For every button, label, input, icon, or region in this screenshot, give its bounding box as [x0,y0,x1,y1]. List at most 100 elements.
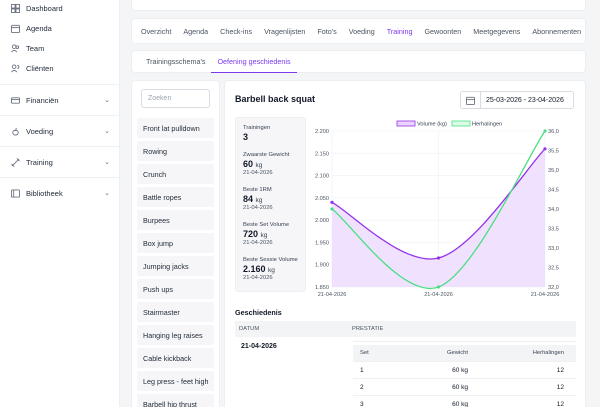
tab-agenda[interactable]: Agenda [183,26,209,36]
sidebar-group-voeding[interactable]: Voeding ⌄ [10,124,110,138]
exercise-list-item[interactable]: Rowing [137,141,214,161]
exercise-list-item[interactable]: Burpees [137,210,214,230]
set-number: 1 [360,367,364,374]
stat-label: Beste 1RM [243,187,272,193]
y-tick-left: 1.900 [315,263,329,269]
stat-number: 720 [243,229,259,239]
set-col-gewicht: Gewicht [447,350,468,356]
sidebar-item-label: Training [26,157,53,167]
exercise-list-item[interactable]: Box jump [137,233,214,253]
legend-label: Volume (kg) [417,122,447,128]
chevron-down-icon: ⌄ [104,159,110,166]
stat-date: 21-04-2026 [243,205,273,211]
tab-abonnementen[interactable]: Abonnementen [532,26,582,36]
sidebar-item-label: Agenda [26,23,52,33]
x-tick: 21-04-2026 [318,292,347,298]
exercise-list-item[interactable]: Leg press - feet high [137,371,214,391]
y-tick-right: 32,5 [548,266,559,272]
exercise-list-item[interactable]: Crunch [137,164,214,184]
date-range-picker[interactable]: 25-03-2026 - 23-04-2026 [460,91,574,109]
tab-overzicht[interactable]: Overzicht [141,26,172,36]
stat-beste-set-volume: Beste Set Volume 720 kg 21-04-2026 [243,222,289,246]
tab-gewoonten[interactable]: Gewoonten [424,26,462,36]
tab-check-ins[interactable]: Check-ins [220,26,253,36]
set-reps: 12 [556,384,564,391]
exercise-list: Front lat pulldown Rowing Crunch Battle rop… [131,80,220,407]
set-col-herhalingen: Herhalingen [532,350,564,356]
history-col-datum: DATUM [239,326,260,332]
sidebar-item-label: Team [26,43,45,53]
subtab-trainingsschema-s[interactable]: Trainingsschema's [146,57,206,66]
nutrition-icon [10,126,20,136]
exercise-list-item[interactable]: Hanging leg raises [137,325,214,345]
exercise-list-item[interactable]: Stairmaster [137,302,214,322]
set-table: Set Gewicht Herhalingen 1 60 kg 12 2 60 kg 12… [353,341,576,407]
stat-unit: kg [268,267,275,274]
exercise-list-item[interactable]: Barbell hip thrust [137,394,214,407]
exercise-list-item[interactable]: Jumping jacks [137,256,214,276]
history-header: DATUM PRESTATIE [235,321,576,337]
chevron-down-icon: ⌄ [104,190,110,197]
sidebar-item-team[interactable]: Team [10,41,110,55]
library-icon [10,188,20,198]
sidebar-item-dashboard[interactable]: Dashboard [10,1,110,15]
calendar-icon [461,91,481,109]
tab-foto-s[interactable]: Foto's [317,26,337,36]
sidebar-item-label: Financiën [26,95,59,105]
set-number: 2 [360,384,364,391]
sidebar-divider [0,84,120,85]
sidebar: Dashboard Agenda Team Cliënten Financiën… [0,0,120,407]
tab-voeding[interactable]: Voeding [348,26,375,36]
exercise-search-input[interactable] [141,89,210,108]
data-point-herhalingen [330,207,334,211]
stat-value: 3 [243,132,270,142]
y-tick-right: 32,0 [548,285,559,291]
history-title: Geschiedenis [235,308,282,317]
subtab-oefening-geschiedenis[interactable]: Oefening geschiedenis [211,50,297,73]
y-tick-left: 2.050 [315,196,329,202]
stat-trainingen: Trainingen 3 [243,125,270,142]
y-tick-left: 2.150 [315,151,329,157]
sidebar-divider [0,177,120,178]
tab-vragenlijsten[interactable]: Vragenlijsten [264,26,306,36]
date-range-value: 25-03-2026 - 23-04-2026 [486,96,564,104]
sidebar-item-label: Bibliotheek [26,188,63,198]
calendar-icon [10,23,20,33]
data-point-herhalingen [543,129,547,133]
tab-training[interactable]: Training [386,26,413,36]
sidebar-group-training[interactable]: Training ⌄ [10,155,110,169]
sidebar-group-bibliotheek[interactable]: Bibliotheek ⌄ [10,186,110,200]
exercise-list-item[interactable]: Cable kickback [137,348,214,368]
tab-meetgegevens[interactable]: Meetgegevens [473,26,521,36]
exercise-list-item[interactable]: Battle ropes [137,187,214,207]
chevron-down-icon: ⌄ [104,97,110,104]
stat-unit: kg [255,162,263,169]
team-icon [10,43,20,53]
exercise-title: Barbell back squat [235,94,316,104]
stat-label: Trainingen [243,125,271,131]
y-tick-left: 2.100 [315,174,329,180]
y-tick-right: 36,0 [548,129,559,135]
sidebar-group-financien[interactable]: Financiën ⌄ [10,93,110,107]
data-point-volume [330,200,334,204]
set-reps: 12 [556,367,564,374]
set-col-set: Set [360,350,369,356]
exercise-list-item[interactable]: Push ups [137,279,214,299]
stat-date: 21-04-2026 [243,275,273,281]
stat-label: Beste Set Volume [243,222,290,228]
stat-number: 60 [243,159,254,169]
exercise-list-item[interactable]: Front lat pulldown [137,118,214,138]
sidebar-item-agenda[interactable]: Agenda [10,21,110,35]
history-date: 21-04-2026 [241,343,277,350]
y-tick-right: 34,0 [548,207,559,213]
training-subtabs: Trainingsschema's Oefening geschiedenis [131,50,586,73]
y-tick-right: 33,5 [548,227,559,233]
y-tick-right: 33,0 [548,246,559,252]
set-weight: 60 kg [452,384,468,391]
sidebar-item-clienten[interactable]: Cliënten [10,61,110,75]
stat-date: 21-04-2026 [243,240,273,246]
y-tick-right: 34,5 [548,188,559,194]
sidebar-item-label: Dashboard [26,3,63,13]
set-row: 3 60 kg 12 [353,396,576,407]
stat-value: 2.160 kg [243,264,298,274]
